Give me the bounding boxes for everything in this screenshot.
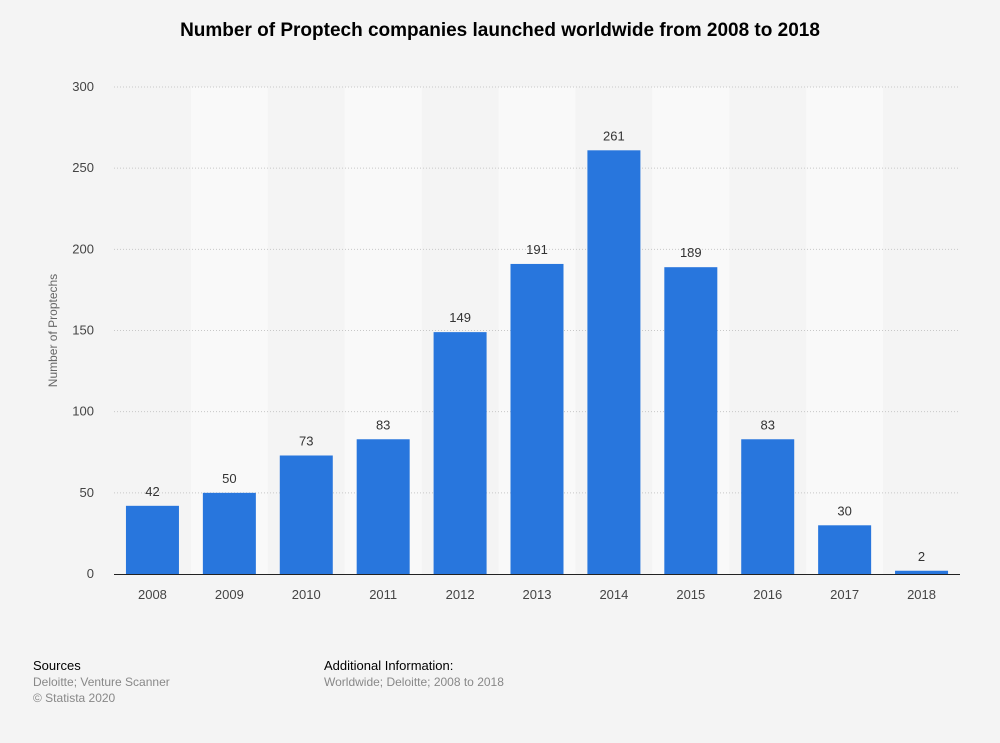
data-label: 30 (837, 503, 851, 518)
sources-heading: Sources (33, 658, 81, 673)
y-tick-label: 200 (72, 241, 94, 256)
x-tick-label: 2009 (215, 587, 244, 602)
x-tick-label: 2016 (753, 587, 782, 602)
x-tick-label: 2010 (292, 587, 321, 602)
data-label: 2 (918, 549, 925, 564)
data-label: 73 (299, 433, 313, 448)
data-label: 189 (680, 245, 702, 260)
y-axis-label: Number of Proptechs (46, 274, 60, 387)
x-tick-label: 2015 (676, 587, 705, 602)
data-label: 83 (760, 417, 774, 432)
x-tick-label: 2008 (138, 587, 167, 602)
bar-2008 (125, 505, 179, 574)
y-tick-label: 300 (72, 79, 94, 94)
bar-2012 (433, 332, 487, 574)
y-tick-label: 150 (72, 323, 94, 338)
additional-info-heading: Additional Information: (324, 658, 454, 673)
background-band (806, 87, 884, 574)
bar-2018 (895, 570, 949, 574)
data-label: 42 (145, 484, 159, 499)
data-label: 191 (526, 242, 548, 257)
bars (125, 150, 949, 574)
bar-2016 (741, 439, 795, 574)
y-axis-ticks: 0 50 100 150 200 250 300 (72, 79, 94, 581)
data-label: 83 (376, 417, 390, 432)
bar-2010 (279, 455, 333, 574)
sources-block: Sources Deloitte; Venture Scanner © Stat… (33, 658, 170, 706)
bar-2014 (587, 150, 641, 574)
bar-2013 (510, 263, 564, 574)
data-label: 149 (449, 310, 471, 325)
x-axis-ticks: 2008 2009 2010 2011 2012 2013 2014 2015 2016 2017… (138, 587, 936, 602)
data-labels: 42 50 73 83 149 191 261 189 83 30 2 (145, 128, 925, 563)
data-label: 50 (222, 471, 236, 486)
x-tick-label: 2011 (369, 587, 397, 602)
y-tick-label: 0 (87, 566, 94, 581)
x-tick-label: 2014 (599, 587, 628, 602)
y-tick-label: 100 (72, 404, 94, 419)
additional-info-block: Additional Information: Worldwide; Deloi… (324, 658, 504, 690)
y-tick-label: 50 (80, 485, 94, 500)
bar-2017 (818, 525, 872, 574)
sources-text: Deloitte; Venture Scanner (33, 675, 170, 689)
data-label: 261 (603, 128, 625, 143)
copyright-text: © Statista 2020 (33, 691, 116, 705)
bar-2011 (356, 439, 410, 574)
x-tick-label: 2013 (523, 587, 552, 602)
chart-title: Number of Proptech companies launched wo… (180, 20, 820, 41)
y-tick-label: 250 (72, 160, 94, 175)
bar-2009 (202, 492, 256, 574)
x-tick-label: 2018 (907, 587, 936, 602)
x-tick-label: 2012 (446, 587, 475, 602)
x-tick-label: 2017 (830, 587, 859, 602)
additional-info-text: Worldwide; Deloitte; 2008 to 2018 (324, 675, 504, 689)
bar-2015 (664, 267, 718, 574)
